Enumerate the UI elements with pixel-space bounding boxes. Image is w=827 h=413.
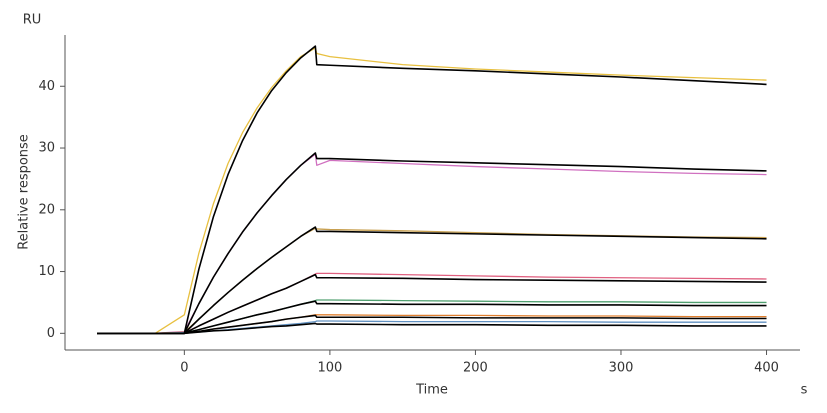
y-axis-label: Relative response [17,134,32,250]
y-unit-label: RU [23,13,42,28]
x-unit-label: s [801,383,808,398]
series-line [97,47,767,334]
x-tick-label: 200 [463,361,488,376]
y-tick-label: 40 [38,79,55,94]
x-tick-label: 100 [317,361,342,376]
y-tick-label: 30 [38,141,55,156]
y-tick-label: 20 [38,202,55,217]
x-tick-label: 0 [180,361,188,376]
series-line [97,152,767,335]
series-line [97,322,767,335]
y-tick-label: 10 [38,264,55,279]
y-tick-label: 0 [47,326,55,341]
series-line [97,314,767,335]
x-tick-label: 400 [754,361,779,376]
series-line [97,226,767,335]
series-line [97,300,767,335]
series-line [97,45,767,335]
x-axis-label: Time [415,383,448,398]
series-line [97,273,767,335]
x-tick-label: 300 [609,361,634,376]
